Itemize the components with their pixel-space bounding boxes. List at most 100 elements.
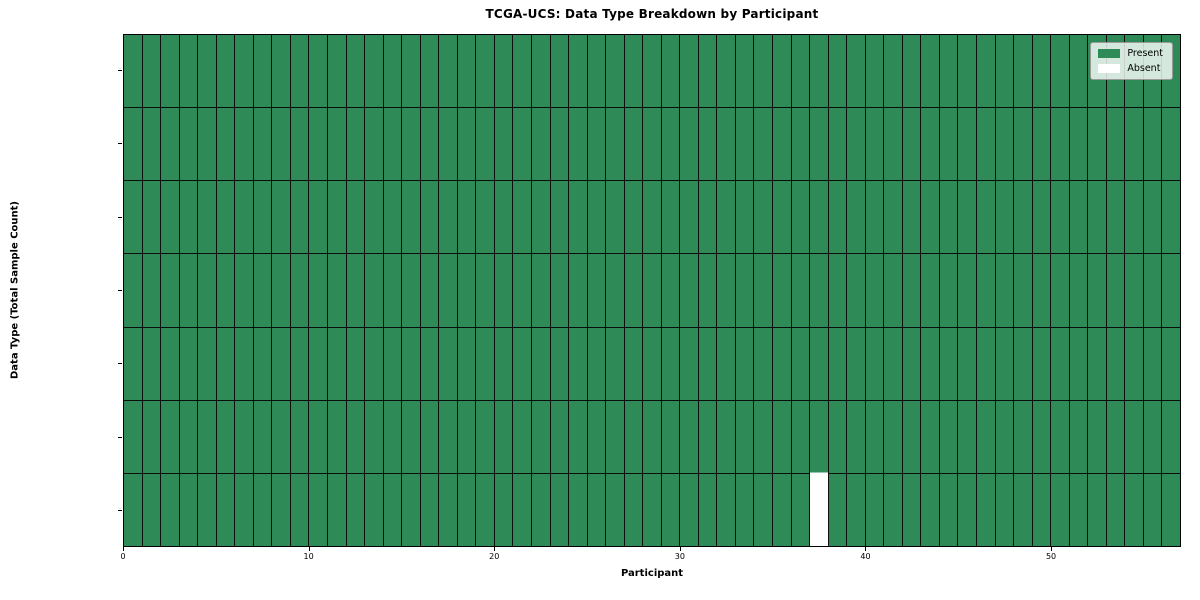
heatmap-cell — [828, 400, 847, 473]
heatmap-cell — [124, 108, 142, 181]
heatmap-cell — [698, 400, 717, 473]
heatmap-cell — [235, 473, 253, 546]
heatmap-cell — [717, 254, 735, 327]
heatmap-cell — [958, 327, 977, 400]
heatmap-cell — [531, 181, 550, 254]
heatmap-cell — [124, 400, 142, 473]
heatmap-cell — [383, 400, 402, 473]
heatmap-cell — [124, 327, 142, 400]
heatmap-cell — [921, 400, 939, 473]
heatmap-cell — [606, 181, 624, 254]
heatmap-cell — [791, 327, 810, 400]
heatmap-cell — [365, 254, 383, 327]
heatmap-cell — [1162, 473, 1180, 546]
heatmap-cell — [624, 181, 643, 254]
heatmap-cell — [420, 35, 439, 108]
heatmap-cell — [142, 327, 161, 400]
heatmap-cell — [383, 35, 402, 108]
heatmap-cell — [457, 400, 476, 473]
heatmap-cell — [550, 181, 569, 254]
heatmap-cell — [569, 35, 587, 108]
heatmap-cell — [865, 181, 884, 254]
heatmap-cell — [624, 254, 643, 327]
heatmap-cell — [828, 327, 847, 400]
heatmap-cell — [921, 108, 939, 181]
heatmap-cell — [272, 35, 290, 108]
heatmap-cell — [1014, 327, 1032, 400]
heatmap-cell — [902, 108, 921, 181]
heatmap-cell — [457, 254, 476, 327]
heatmap-cell — [290, 400, 309, 473]
heatmap-cell — [995, 473, 1014, 546]
heatmap-cell — [1051, 327, 1069, 400]
heatmap-cell — [235, 400, 253, 473]
heatmap-cell — [1014, 35, 1032, 108]
heatmap-cell — [290, 254, 309, 327]
heatmap-cell — [754, 327, 773, 400]
heatmap-cell — [698, 35, 717, 108]
heatmap-cell — [624, 108, 643, 181]
x-tick-label: 10 — [303, 552, 314, 561]
heatmap-cell — [513, 327, 531, 400]
legend-entry: Present — [1098, 48, 1163, 59]
heatmap-cell — [587, 181, 606, 254]
heatmap-cell — [290, 35, 309, 108]
heatmap-cell — [773, 35, 791, 108]
heatmap-cell — [494, 181, 513, 254]
heatmap-cell — [1069, 327, 1088, 400]
heatmap-cell — [624, 473, 643, 546]
heatmap-cell — [1125, 181, 1143, 254]
heatmap-cell — [1088, 327, 1106, 400]
chart-title: TCGA-UCS: Data Type Breakdown by Partici… — [485, 7, 819, 21]
heatmap-cell — [1162, 181, 1180, 254]
heatmap-cell — [161, 400, 179, 473]
heatmap-cell — [513, 254, 531, 327]
heatmap-cell — [327, 400, 346, 473]
heatmap-cell — [1069, 35, 1088, 108]
heatmap-cell — [161, 473, 179, 546]
heatmap-cell — [179, 108, 198, 181]
heatmap-cell — [457, 108, 476, 181]
heatmap-cell — [327, 254, 346, 327]
heatmap-cell — [735, 254, 754, 327]
heatmap-cell — [457, 181, 476, 254]
heatmap-cell — [531, 400, 550, 473]
heatmap-cell — [402, 473, 420, 546]
heatmap-cell — [1125, 473, 1143, 546]
heatmap-cell — [179, 181, 198, 254]
heatmap-cell — [1143, 473, 1162, 546]
heatmap-cell — [1106, 108, 1125, 181]
legend-entry: Absent — [1098, 63, 1163, 74]
heatmap-cell — [773, 108, 791, 181]
heatmap-cell — [383, 108, 402, 181]
heatmap-cell — [1088, 400, 1106, 473]
heatmap-cell — [290, 327, 309, 400]
heatmap-cell — [939, 108, 958, 181]
heatmap-cell — [198, 254, 216, 327]
heatmap-cell — [754, 35, 773, 108]
heatmap-cell — [643, 35, 661, 108]
x-tick-mark — [865, 547, 867, 551]
heatmap-cell — [902, 254, 921, 327]
heatmap-cell — [606, 327, 624, 400]
heatmap-cell — [1051, 473, 1069, 546]
heatmap-cell — [569, 181, 587, 254]
heatmap-cell — [1125, 327, 1143, 400]
heatmap-cell — [1014, 181, 1032, 254]
heatmap-cell — [773, 327, 791, 400]
heatmap-cell — [142, 181, 161, 254]
heatmap-cell — [847, 35, 865, 108]
heatmap-cell — [1032, 473, 1051, 546]
heatmap-cell-absent — [810, 473, 828, 546]
heatmap-cell — [439, 254, 457, 327]
heatmap-cell — [754, 254, 773, 327]
heatmap-cell — [216, 254, 235, 327]
heatmap-cell — [958, 35, 977, 108]
heatmap-cell — [977, 35, 995, 108]
heatmap-cell — [958, 108, 977, 181]
heatmap-cell — [476, 254, 494, 327]
heatmap-cell — [995, 181, 1014, 254]
heatmap-cell — [865, 327, 884, 400]
y-tick-mark — [118, 436, 122, 438]
heatmap-cell — [439, 400, 457, 473]
